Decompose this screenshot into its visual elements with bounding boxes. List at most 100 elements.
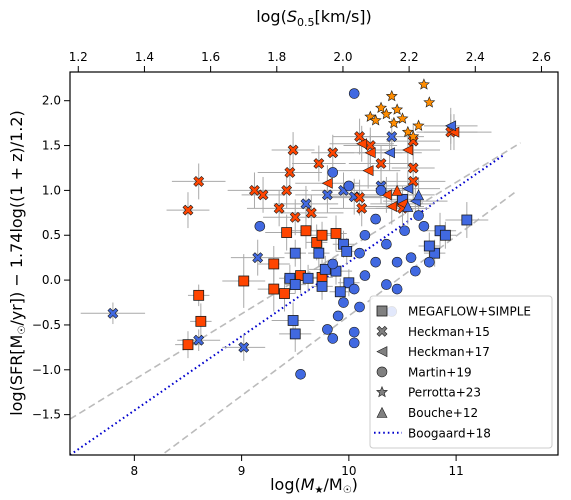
martin-19-point: [354, 247, 365, 259]
heckman-15-point: [287, 144, 299, 156]
heckman-15-point: [386, 131, 398, 143]
martin-19-point: [348, 283, 360, 295]
martin-19-point: [410, 265, 421, 277]
heckman-15-point: [193, 176, 205, 187]
heckman-15-point: [289, 211, 301, 223]
heckman-15-point: [327, 147, 339, 159]
heckman-17-point: [362, 165, 374, 177]
legend: MEGAFLOW+SIMPLE Heckman+15 Heckman+17 Marti…: [369, 295, 553, 449]
perrotta-23-point: [412, 119, 425, 131]
martin-19-point: [370, 256, 381, 268]
legend-marker: [376, 406, 388, 418]
martin-19-point: [348, 88, 360, 99]
y-tick-label: 1.0: [42, 183, 61, 197]
y-tick-label: −1.5: [32, 408, 61, 422]
perrotta-23-point: [391, 103, 404, 115]
y-axis-label: log(SFR[M☉/yr]) − 1.74log((1 + z)/1.2): [7, 110, 28, 416]
heckman-17-point: [402, 144, 414, 156]
heckman-17-point: [402, 183, 414, 195]
martin-19-point: [370, 213, 381, 225]
y-tick-label: −0.5: [32, 318, 61, 332]
martin-19-point: [375, 185, 387, 196]
megaflow-simple-point: [313, 247, 325, 259]
bouche-12-point: [402, 200, 414, 212]
legend-label: MEGAFLOW+SIMPLE: [408, 305, 531, 319]
megaflow-simple-point: [461, 214, 473, 226]
plot-frame: [69, 71, 559, 456]
megaflow-simple-point: [193, 289, 205, 301]
y-tick-label: 0.0: [42, 273, 61, 287]
martin-19-point: [295, 368, 306, 380]
megaflow-simple-point: [319, 263, 331, 275]
top-x-tick-label: 1.8: [267, 50, 286, 64]
megaflow-simple-point: [423, 240, 435, 252]
perrotta-23-point: [380, 107, 393, 120]
heckman-15-point: [273, 202, 285, 214]
martin-19-point: [327, 167, 339, 178]
martin-19-point: [338, 297, 349, 308]
heckman-15-point: [407, 176, 419, 187]
martin-19-point: [343, 180, 355, 192]
y-tick-label: 2.0: [42, 94, 61, 108]
x-tick-label: 10: [341, 464, 356, 478]
legend-marker: [376, 385, 388, 398]
top-x-tick-label: 1.2: [69, 50, 88, 64]
legend-box: [369, 295, 553, 449]
legend-label: Martin+19: [408, 365, 472, 379]
top-x-tick-label: 2.4: [466, 50, 485, 64]
top-x-tick-label: 1.6: [201, 50, 220, 64]
top-x-tick-label: 2.6: [532, 50, 551, 64]
y-tick-label: 0.5: [42, 228, 61, 242]
megaflow-simple-point: [341, 245, 353, 257]
legend-label: Bouche+12: [408, 406, 478, 420]
martin-19-point: [405, 252, 417, 263]
heckman-17-point: [364, 147, 376, 159]
heckman-17-point: [380, 189, 392, 201]
axes: 8 9 10 11 1.2 1.4 1.6 1.8 2.0 2.2 2.4 2.6 −1.5 −1.0 −0…: [32, 50, 551, 478]
heckman-17-point: [445, 120, 457, 132]
perrotta-23-point: [375, 101, 388, 113]
megaflow-simple-point: [289, 328, 301, 340]
megaflow-simple-point: [300, 225, 312, 237]
heckman-15-point: [354, 131, 366, 143]
megaflow-simple-point: [268, 283, 280, 295]
heckman-15-point: [305, 207, 317, 219]
perrotta-23-point: [407, 130, 420, 142]
martin-19-point: [413, 210, 424, 221]
martin-19-point: [391, 283, 403, 295]
martin-19-point: [423, 256, 435, 268]
martin-19-point: [327, 258, 339, 270]
heckman-15-point: [193, 334, 205, 346]
martin-19-point: [322, 324, 333, 335]
martin-19-point: [381, 279, 392, 290]
legend-marker: [376, 305, 388, 317]
megaflow-simple-point: [439, 229, 451, 241]
legend-marker: [376, 325, 388, 337]
perrotta-23-point: [369, 114, 382, 126]
dashed-reference-line: [160, 191, 516, 455]
heckman-15-point: [281, 184, 293, 196]
heckman-15-point: [257, 189, 269, 201]
megaflow-simple-point: [195, 315, 207, 327]
megaflow-simple-point: [281, 227, 293, 238]
martin-19-point: [348, 337, 360, 349]
martin-19-point: [391, 256, 403, 268]
heckman-15-point: [238, 341, 250, 353]
martin-19-point: [354, 301, 365, 313]
x-tick-label: 8: [131, 464, 139, 478]
megaflow-simple-point: [343, 277, 355, 289]
heckman-15-point: [407, 162, 419, 174]
heckman-15-point: [182, 204, 194, 216]
heckman-17-point: [356, 138, 368, 150]
martin-19-point: [359, 270, 371, 281]
heckman-15-point: [107, 307, 119, 319]
perrotta-23-point: [385, 89, 398, 102]
perrotta-23-point: [423, 96, 436, 108]
y-tick-label: −1.0: [32, 363, 61, 377]
top-x-tick-label: 1.4: [135, 50, 154, 64]
megaflow-simple-point: [268, 258, 280, 270]
megaflow-simple-point: [289, 247, 301, 259]
legend-label: Heckman+17: [408, 345, 490, 359]
megaflow-simple-point: [238, 275, 250, 287]
perrotta-23-point: [396, 112, 409, 124]
